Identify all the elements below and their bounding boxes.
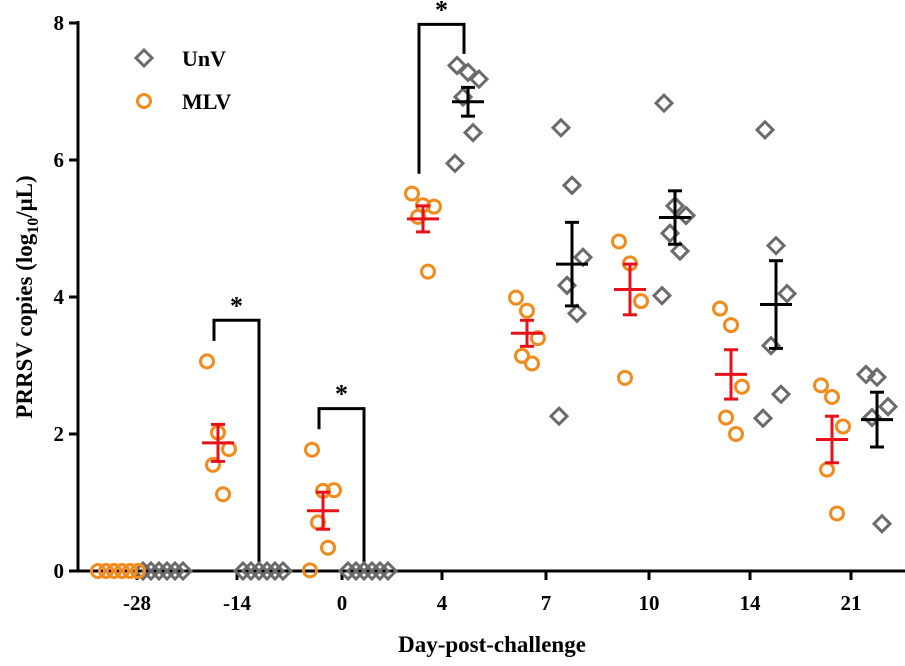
mlv-point — [730, 428, 743, 441]
mlv-point — [217, 488, 230, 501]
mlv-point — [815, 379, 828, 392]
significance-star: * — [335, 380, 348, 409]
legend-label: UnV — [182, 46, 226, 71]
x-tick-label: -28 — [123, 591, 151, 615]
x-axis-title: Day-post-challenge — [398, 632, 586, 657]
unv-point — [656, 95, 672, 111]
mlv-point — [736, 380, 749, 393]
unv-point — [779, 286, 795, 302]
unv-point — [757, 122, 773, 138]
legend-mlv-marker — [138, 95, 151, 108]
mlv-point — [613, 235, 626, 248]
unv-point — [564, 177, 580, 193]
mlv-point — [422, 265, 435, 278]
y-tick-label: 4 — [54, 285, 65, 309]
unv-point — [874, 516, 890, 532]
mlv-point — [821, 463, 834, 476]
mlv-point — [223, 443, 236, 456]
unv-point — [880, 399, 896, 415]
mlv-point — [714, 302, 727, 315]
unv-point — [654, 288, 670, 304]
x-tick-label: 10 — [639, 591, 660, 615]
unv-point — [768, 238, 784, 254]
mlv-point — [201, 355, 214, 368]
significance-star: * — [230, 291, 243, 320]
mlv-point — [322, 541, 335, 554]
y-tick-label: 6 — [54, 148, 65, 172]
mlv-point — [521, 304, 534, 317]
x-tick-label: 0 — [337, 591, 348, 615]
x-tick-label: 4 — [437, 591, 448, 615]
unv-point — [447, 155, 463, 171]
y-axis-title: PRRSV copies (log10/μL) — [12, 175, 42, 418]
unv-point — [551, 408, 567, 424]
mlv-point — [526, 357, 539, 370]
x-tick-label: 7 — [541, 591, 552, 615]
y-tick-label: 2 — [54, 422, 65, 446]
mean-error-bars — [202, 87, 893, 529]
mlv-point — [826, 391, 839, 404]
legend-label: MLV — [182, 89, 231, 114]
mlv-point — [510, 291, 523, 304]
mlv-point — [306, 443, 319, 456]
unv-point — [569, 305, 585, 321]
unv-point — [465, 125, 481, 141]
y-tick-label: 0 — [54, 559, 65, 583]
mlv-point — [725, 319, 738, 332]
x-tick-label: 14 — [740, 591, 762, 615]
y-axis-title-tail: /μL) — [12, 175, 37, 218]
y-tick-label: 8 — [54, 11, 65, 35]
unv-point — [553, 120, 569, 136]
mlv-point — [831, 507, 844, 520]
y-axis-title-main: PRRSV copies (log — [12, 233, 37, 418]
mlv-point — [406, 187, 419, 200]
mlv-point — [837, 420, 850, 433]
unv-point — [773, 386, 789, 402]
x-tick-label: -14 — [223, 591, 251, 615]
mlv-point — [619, 371, 632, 384]
significance-brackets: * * * — [214, 0, 464, 563]
y-axis-title-subscript: 10 — [25, 218, 42, 234]
significance-star: * — [435, 0, 448, 24]
mlv-point — [635, 295, 648, 308]
mlv-point — [720, 411, 733, 424]
legend: UnV MLV — [136, 46, 231, 114]
unv-point — [755, 410, 771, 426]
x-tick-label: 21 — [841, 591, 862, 615]
legend-unv-marker — [136, 50, 152, 66]
